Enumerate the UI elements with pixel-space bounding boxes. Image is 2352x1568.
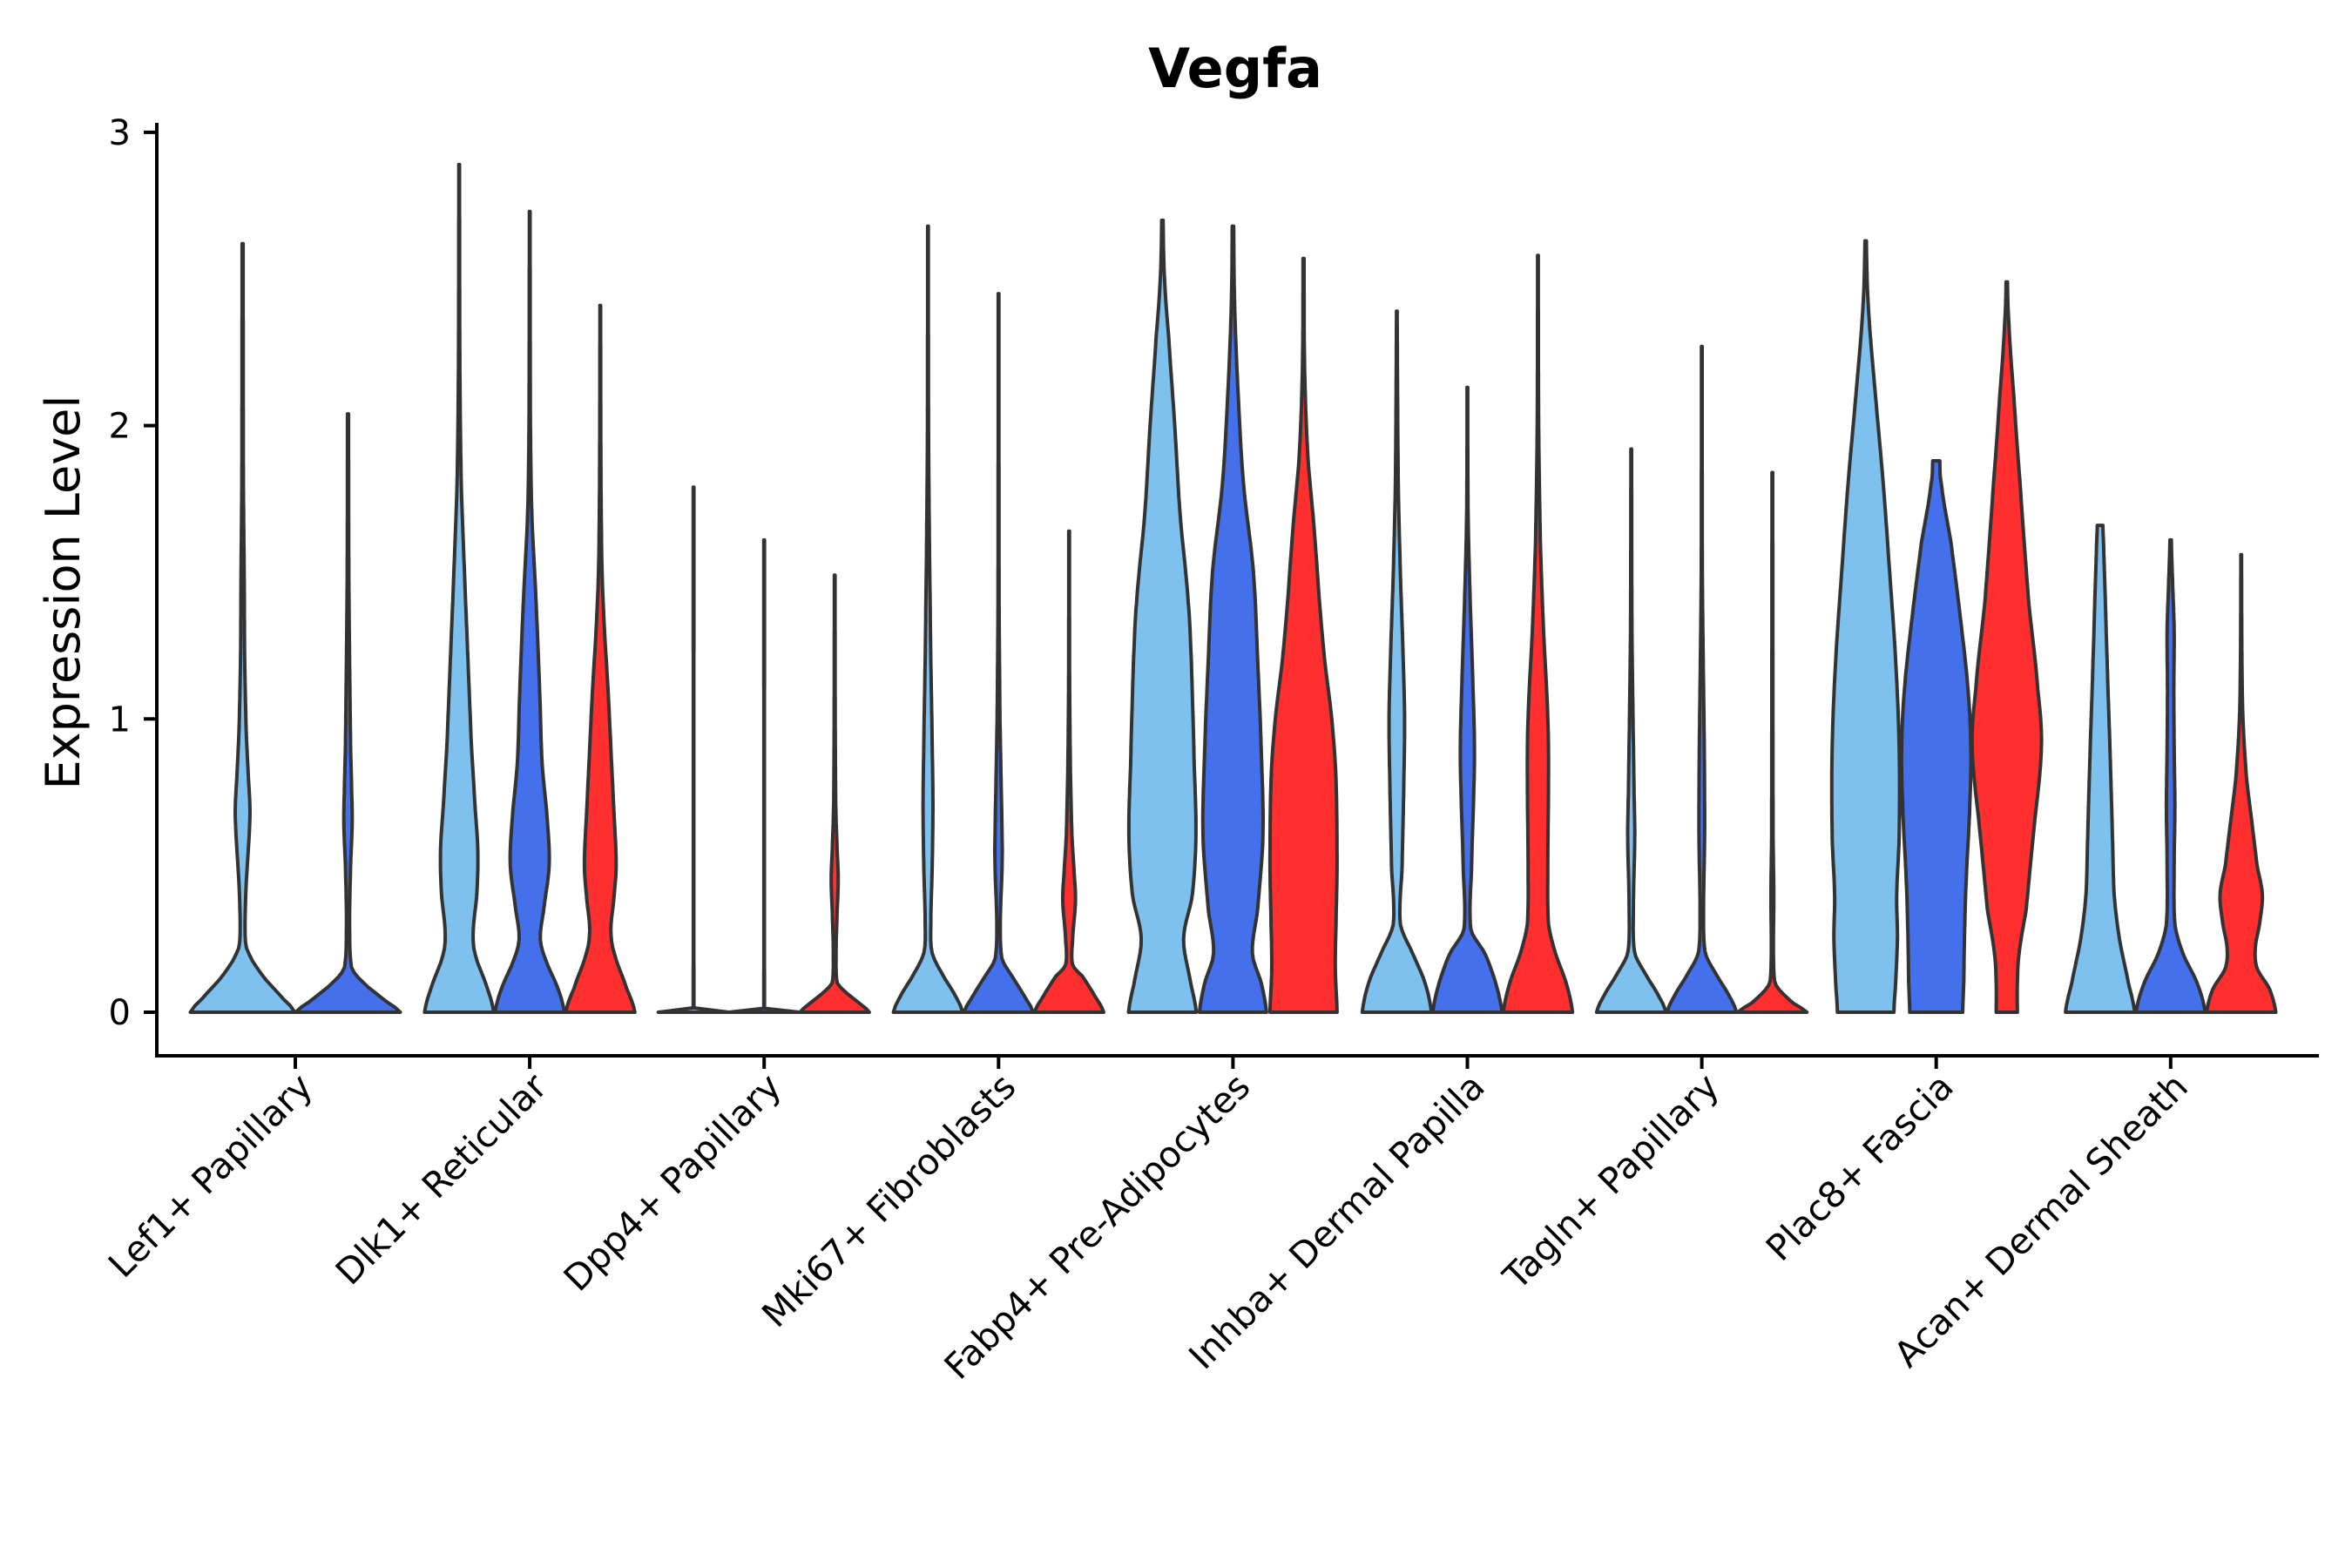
violin-cond2 <box>2134 537 2207 1014</box>
violin-cond3 <box>1267 256 1339 1014</box>
violin-group <box>2064 524 2278 1014</box>
violin-cond1 <box>1360 309 1434 1014</box>
violin-cond1 <box>1126 218 1199 1014</box>
y-tick-label: 0 <box>109 993 131 1033</box>
violin-cond3 <box>1970 280 2044 1014</box>
violin-cond2 <box>1197 224 1268 1014</box>
violin-group <box>1126 218 1339 1014</box>
violin-cond2 <box>1899 459 1973 1014</box>
violin-cond3 <box>564 303 637 1014</box>
violin-cond2 <box>493 209 566 1014</box>
violin-group <box>1829 239 2044 1014</box>
violin-cond2 <box>294 412 402 1014</box>
violin-group <box>656 485 871 1014</box>
violin-cond3 <box>1501 253 1575 1014</box>
violin-cond1 <box>1594 447 1668 1014</box>
x-tick-label: Tagln+ Papillary <box>1495 1065 1727 1298</box>
violin-cond1 <box>2064 524 2137 1014</box>
violin-group <box>891 224 1105 1014</box>
violin-cond3 <box>798 573 871 1014</box>
x-axis-ticks: Lef1+ Papillary Dlk1+ Reticular Dpp4+ Papi… <box>100 1056 2196 1388</box>
violin-cond3 <box>2205 552 2278 1014</box>
violin-group <box>188 241 402 1014</box>
y-tick-label: 3 <box>109 113 131 153</box>
violin-cond1 <box>1829 239 1902 1014</box>
violin-cond1 <box>656 485 731 1014</box>
violin-cond2 <box>1430 385 1504 1014</box>
violin-cond1 <box>891 224 964 1014</box>
y-tick-label: 2 <box>109 407 131 447</box>
x-tick-label: Dpp4+ Papillary <box>556 1065 789 1299</box>
violin-group <box>422 162 637 1014</box>
violin-cond2 <box>727 537 801 1014</box>
violin-cond2 <box>1665 344 1739 1014</box>
violin-group <box>1360 253 1575 1014</box>
chart-title: Vegfa <box>1148 37 1322 100</box>
x-tick-label: Plac8+ Fascia <box>1758 1065 1962 1269</box>
x-tick-label: Lef1+ Papillary <box>100 1065 321 1286</box>
violin-cond1 <box>422 162 496 1014</box>
y-tick-label: 1 <box>109 700 131 740</box>
x-tick-label: Mki67+ Fibroblasts <box>754 1065 1024 1335</box>
violin-group <box>1594 344 1809 1014</box>
y-axis-ticks: 0 1 2 3 <box>109 113 157 1033</box>
violin-cond2 <box>962 292 1035 1014</box>
y-axis-label: Expression Level <box>36 395 91 790</box>
violin-layer <box>188 162 2278 1014</box>
x-tick-label: Dlk1+ Reticular <box>328 1065 555 1293</box>
violin-cond3 <box>1735 470 1809 1014</box>
violin-cond1 <box>188 241 297 1014</box>
violin-cond3 <box>1032 529 1105 1014</box>
